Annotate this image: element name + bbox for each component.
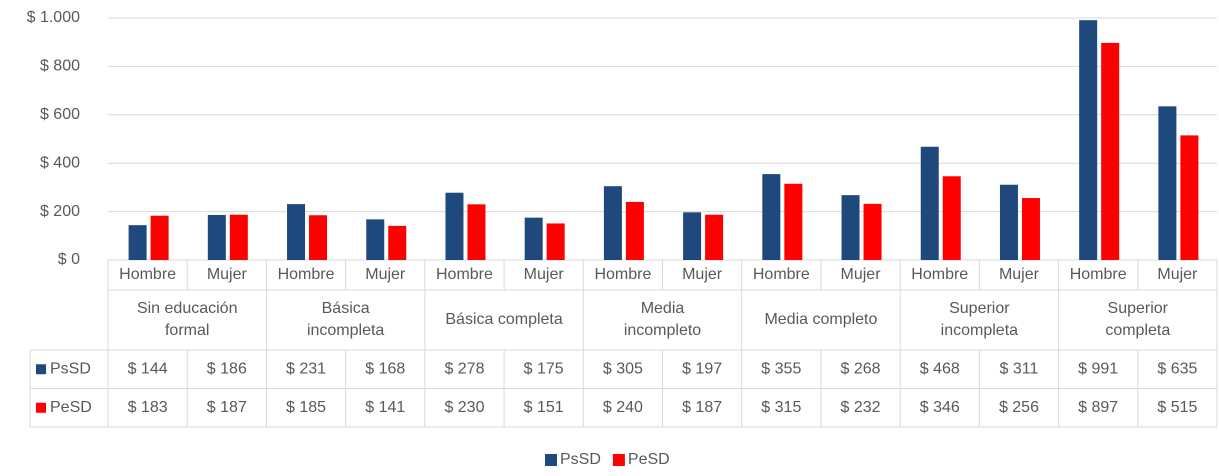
category-label: Mujer — [682, 266, 723, 283]
group-label: Media completo — [764, 311, 877, 328]
group-label: Sin educación — [137, 300, 238, 317]
table-value: $ 268 — [841, 360, 881, 377]
group-label: Básica — [322, 300, 370, 317]
category-label: Mujer — [365, 266, 406, 283]
category-label: Hombre — [119, 266, 176, 283]
legend-key — [545, 454, 557, 466]
group-label: Superior — [949, 300, 1010, 317]
table-value: $ 141 — [365, 399, 405, 416]
bar — [1158, 106, 1177, 260]
category-label: Hombre — [278, 266, 335, 283]
group-label: Superior — [1108, 300, 1169, 317]
bar — [942, 176, 961, 260]
table-value: $ 183 — [128, 399, 168, 416]
bar — [287, 204, 306, 260]
legend-label: PsSD — [560, 451, 601, 468]
bar — [1021, 198, 1040, 260]
table-value: $ 897 — [1078, 399, 1118, 416]
category-label: Hombre — [1070, 266, 1127, 283]
y-tick-label: $ 600 — [40, 106, 80, 123]
y-tick-label: $ 1.000 — [27, 9, 80, 26]
table-value: $ 185 — [286, 399, 326, 416]
bar — [625, 201, 644, 260]
table-value: $ 231 — [286, 360, 326, 377]
table-value: $ 991 — [1078, 360, 1118, 377]
bar — [229, 214, 248, 260]
bar — [467, 204, 486, 260]
table-value: $ 186 — [207, 360, 247, 377]
table-value: $ 515 — [1157, 399, 1197, 416]
bar — [207, 214, 226, 260]
table-value: $ 175 — [524, 360, 564, 377]
table-value: $ 151 — [524, 399, 564, 416]
bar — [603, 186, 622, 260]
y-tick-label: $ 400 — [40, 154, 80, 171]
group-label: Media — [641, 300, 685, 317]
category-label: Mujer — [207, 266, 248, 283]
group-label: formal — [165, 322, 209, 339]
bar — [150, 215, 169, 260]
y-tick-label: $ 0 — [58, 251, 80, 268]
bar — [1101, 42, 1120, 261]
category-label: Mujer — [841, 266, 882, 283]
bar — [388, 225, 407, 260]
bar — [999, 184, 1018, 260]
table-value: $ 256 — [999, 399, 1039, 416]
y-tick-label: $ 800 — [40, 58, 80, 75]
legend-key — [612, 454, 625, 466]
table-value: $ 232 — [841, 399, 881, 416]
table-series-label: PsSD — [50, 360, 91, 377]
category-label: Mujer — [524, 266, 565, 283]
category-label: Hombre — [753, 266, 810, 283]
bar — [1079, 20, 1098, 261]
group-label: incompleta — [307, 322, 384, 339]
y-tick-label: $ 200 — [40, 203, 80, 220]
bar — [366, 219, 385, 260]
bar — [128, 225, 147, 260]
table-value: $ 315 — [761, 399, 801, 416]
legend-label: PeSD — [628, 451, 670, 468]
table-value: $ 305 — [603, 360, 643, 377]
bar — [1180, 135, 1199, 260]
table-value: $ 355 — [761, 360, 801, 377]
group-label: Básica completa — [445, 311, 562, 328]
category-label: Mujer — [999, 266, 1040, 283]
table-value: $ 346 — [920, 399, 960, 416]
table-value: $ 168 — [365, 360, 405, 377]
bar — [784, 183, 803, 260]
table-legend-key — [36, 364, 46, 375]
table-value: $ 187 — [682, 399, 722, 416]
bar — [762, 174, 781, 260]
bar — [546, 223, 565, 260]
bar — [705, 214, 724, 260]
table-value: $ 144 — [128, 360, 168, 377]
category-label: Hombre — [594, 266, 651, 283]
bar — [445, 192, 464, 260]
bar — [841, 195, 860, 260]
table-value: $ 230 — [444, 399, 484, 416]
table-value: $ 468 — [920, 360, 960, 377]
group-label: incompleta — [941, 322, 1018, 339]
table-value: $ 240 — [603, 399, 643, 416]
bar — [524, 217, 543, 260]
table-value: $ 311 — [1000, 360, 1039, 377]
category-label: Hombre — [436, 266, 493, 283]
group-label: incompleto — [624, 322, 701, 339]
bar — [683, 212, 702, 260]
bar — [920, 146, 939, 260]
table-series-label: PeSD — [50, 399, 92, 416]
group-label: completa — [1105, 322, 1170, 339]
category-label: Mujer — [1157, 266, 1198, 283]
category-label: Hombre — [911, 266, 968, 283]
bar — [863, 203, 882, 260]
table-value: $ 635 — [1157, 360, 1197, 377]
table-value: $ 197 — [682, 360, 722, 377]
table-legend-key — [36, 402, 46, 413]
table-value: $ 187 — [207, 399, 247, 416]
bar — [309, 215, 328, 260]
table-value: $ 278 — [444, 360, 484, 377]
